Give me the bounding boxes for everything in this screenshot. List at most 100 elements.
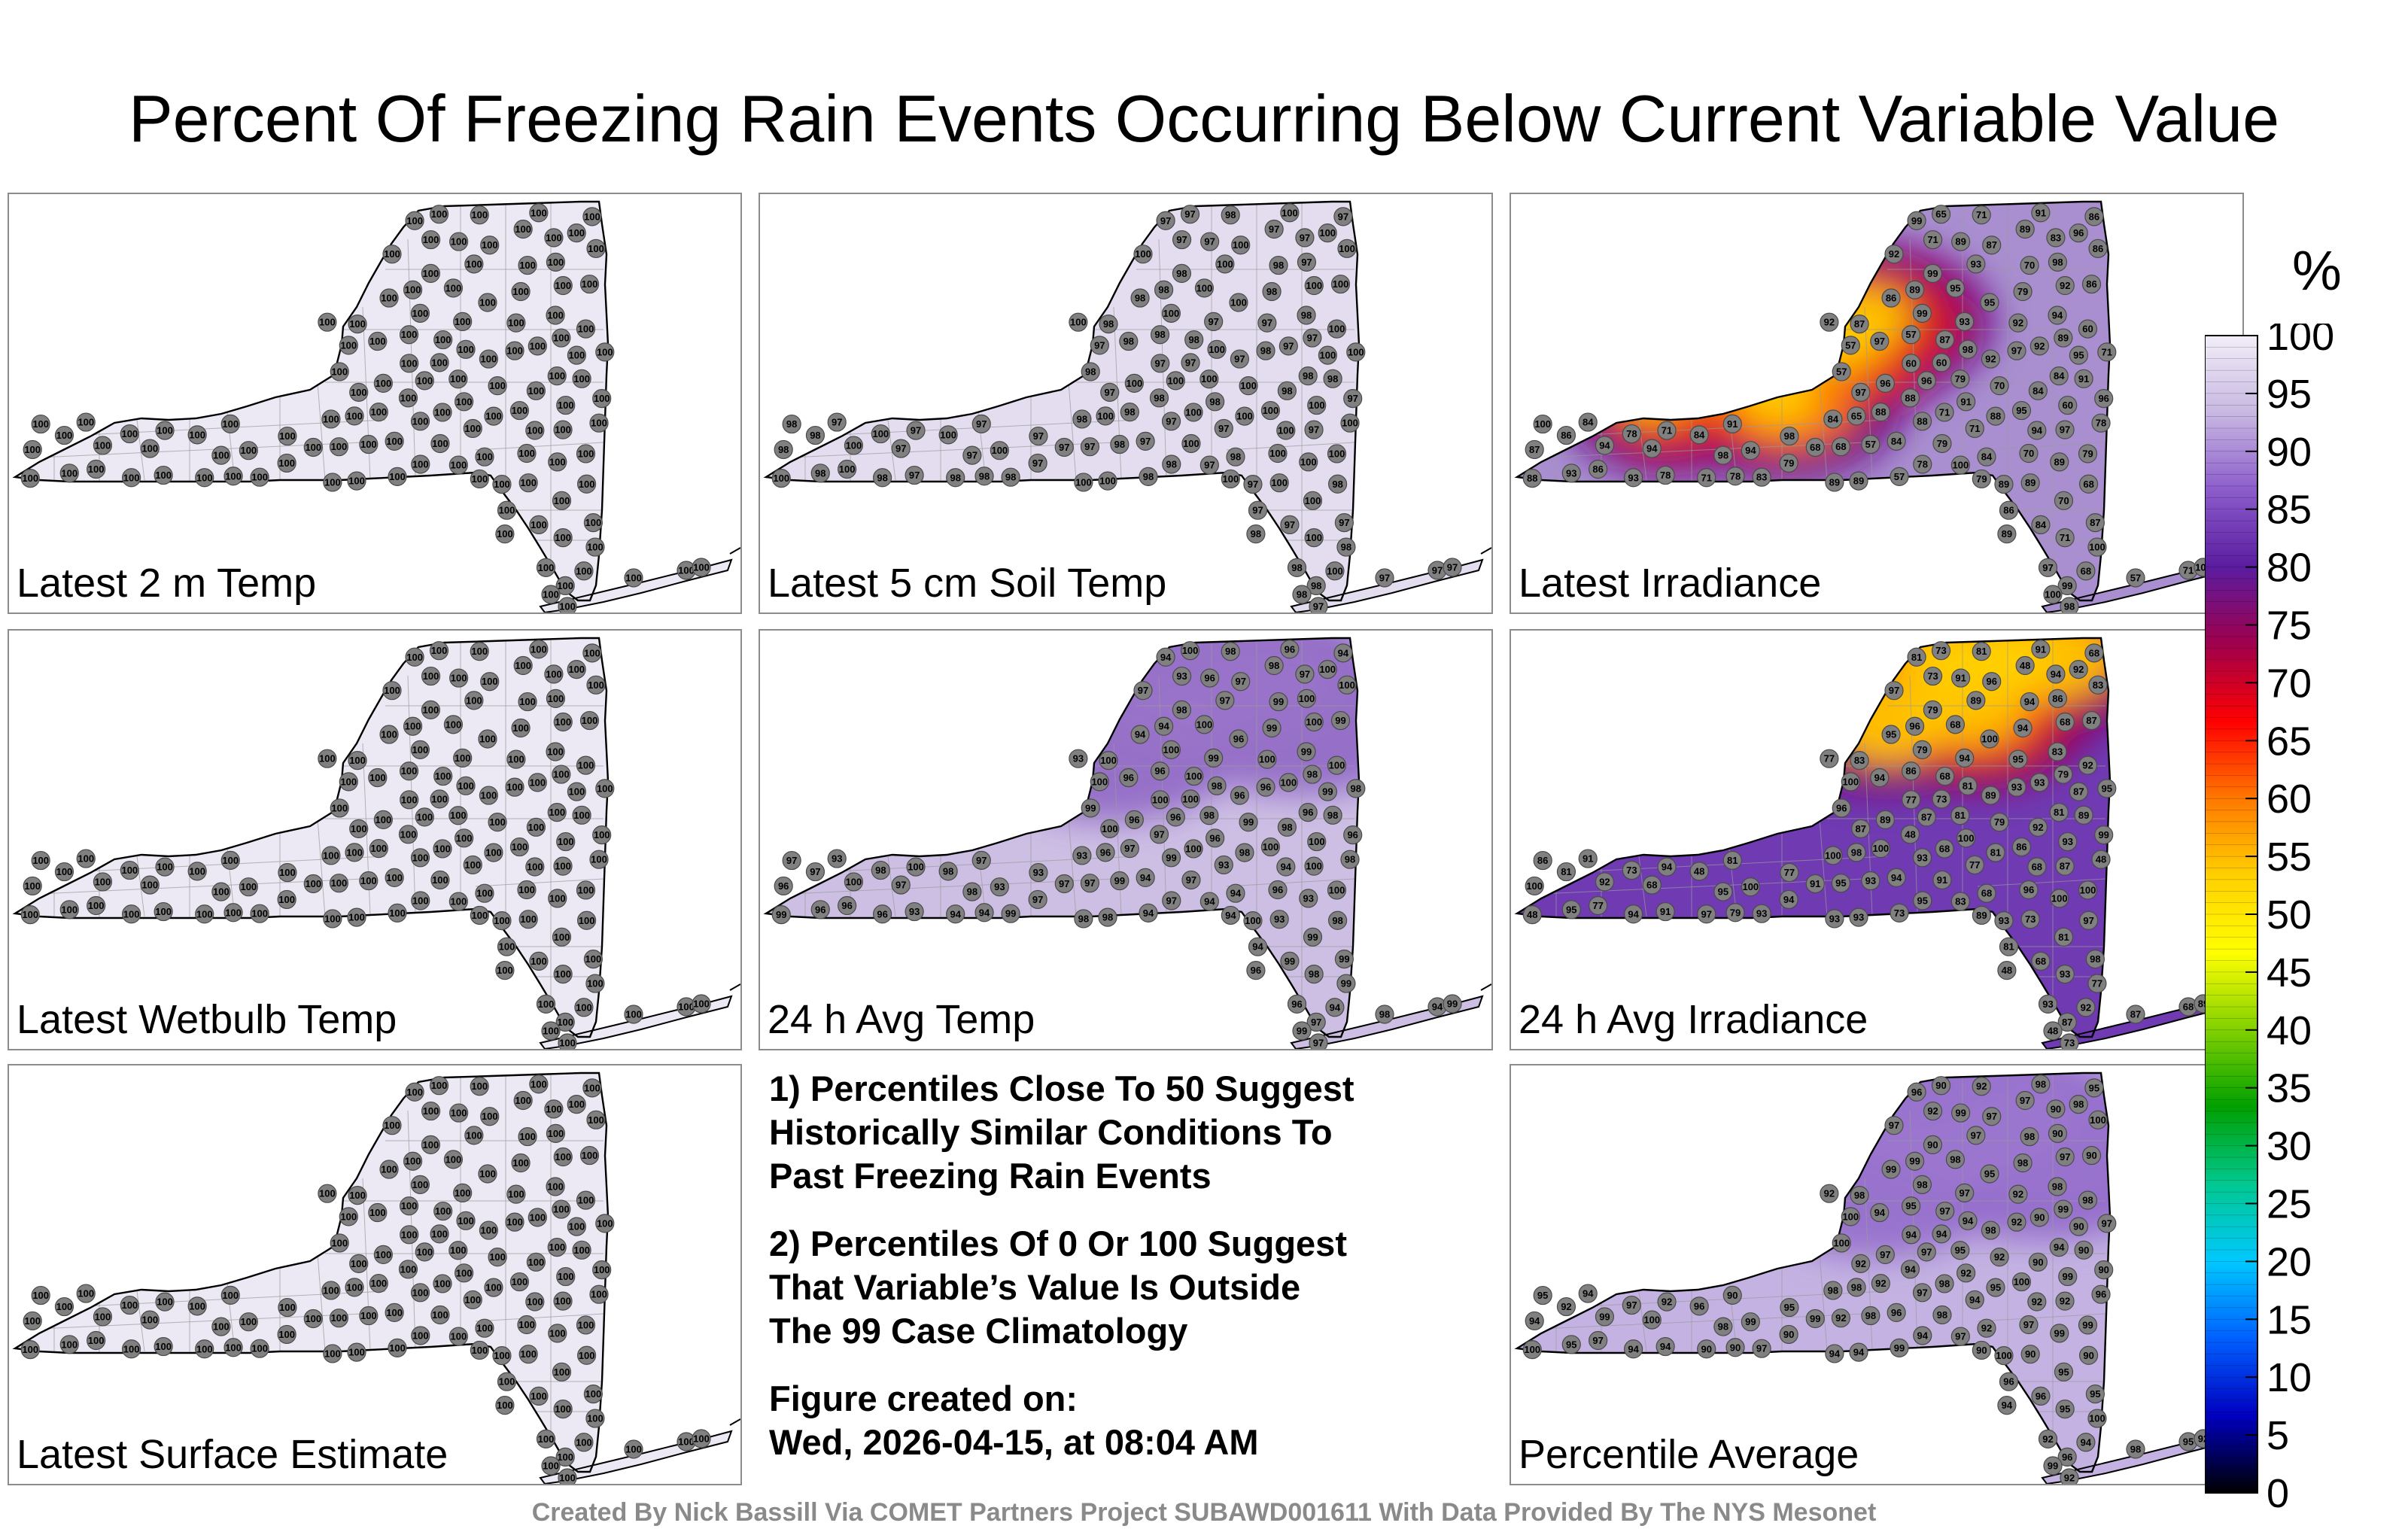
station-value: 100 — [2089, 1413, 2105, 1424]
station-dot — [1990, 376, 2009, 396]
station-dot — [1912, 740, 1932, 759]
station-marker: 100 — [544, 228, 564, 248]
station-marker: 100 — [547, 1238, 567, 1257]
station-value: 98 — [943, 865, 953, 877]
station-marker: 100 — [448, 892, 468, 911]
station-value: 94 — [1529, 1315, 1540, 1327]
station-marker: 97 — [2055, 1147, 2075, 1167]
station-marker: 100 — [553, 1399, 573, 1419]
station-value: 100 — [519, 696, 536, 707]
station-marker: 100 — [239, 441, 258, 460]
station-dot — [1900, 388, 1920, 408]
station-dot — [429, 1076, 449, 1096]
station-value: 91 — [1937, 874, 1947, 886]
station-dot — [1980, 293, 1999, 312]
station-marker: 100 — [278, 426, 297, 446]
station-value: 94 — [1330, 1002, 1341, 1013]
station-value: 96 — [1986, 676, 1996, 687]
station-marker: 97 — [827, 412, 847, 432]
station-value: 100 — [497, 965, 513, 976]
station-dot — [1981, 1220, 2001, 1240]
station-value: 94 — [1874, 772, 1886, 783]
station-value: 93 — [1566, 467, 1576, 479]
station-dot — [586, 1110, 606, 1129]
station-dot — [1945, 1150, 1966, 1169]
station-marker: 95 — [2008, 749, 2028, 769]
station-dot — [495, 961, 515, 980]
station-value: 98 — [2090, 953, 2100, 965]
station-marker: 100 — [31, 1285, 50, 1306]
station-value: 94 — [1583, 1288, 1594, 1299]
station-dot — [93, 872, 113, 892]
station-value: 100 — [340, 339, 357, 351]
station-dot — [1965, 855, 1984, 875]
station-marker: 97 — [1172, 229, 1192, 250]
station-value: 73 — [2064, 1038, 2075, 1049]
station-marker: 100 — [595, 342, 615, 362]
station-marker: 65 — [1847, 406, 1866, 426]
station-marker: 96 — [810, 900, 830, 919]
station-marker: 100 — [526, 817, 546, 837]
station-dot — [529, 203, 549, 223]
station-dot — [1280, 515, 1300, 535]
station-value: 100 — [451, 673, 467, 684]
station-value: 96 — [877, 908, 887, 919]
station-value: 95 — [1784, 1302, 1795, 1313]
station-marker: 97 — [1156, 211, 1175, 230]
station-marker: 97 — [1264, 219, 1284, 239]
station-marker: 99 — [1161, 848, 1181, 868]
station-dot — [1578, 412, 1598, 432]
station-value: 100 — [1230, 296, 1247, 308]
station-value: 93 — [1917, 852, 1927, 863]
station-value: 100 — [588, 243, 604, 254]
station-marker: 100 — [2087, 1409, 2107, 1428]
station-dot — [771, 905, 791, 925]
station-marker: 94 — [1932, 1224, 1951, 1244]
station-marker: 99 — [1334, 950, 1354, 969]
station-dot — [990, 441, 1009, 460]
station-marker: 100 — [1239, 376, 1258, 396]
station-marker: 100 — [1307, 395, 1327, 415]
station-value: 100 — [585, 1388, 602, 1400]
station-value: 94 — [1252, 941, 1263, 953]
station-marker: 94 — [946, 904, 965, 924]
station-marker: 100 — [211, 1317, 231, 1336]
station-dot — [1912, 848, 1932, 868]
station-marker: 100 — [555, 1012, 575, 1032]
station-value: 98 — [1103, 318, 1114, 330]
station-value: 94 — [1936, 1228, 1947, 1239]
station-marker: 100 — [676, 1432, 696, 1451]
station-marker: 100 — [430, 870, 450, 890]
station-value: 94 — [950, 908, 961, 919]
station-value: 100 — [940, 429, 956, 440]
station-value: 98 — [1854, 1190, 1865, 1201]
station-value: 87 — [1854, 318, 1865, 330]
station-marker: 95 — [2011, 400, 2032, 421]
station-value: 100 — [464, 423, 481, 434]
station-dot — [576, 910, 597, 930]
station-dot — [140, 875, 160, 895]
station-dot — [1849, 471, 1868, 491]
station-value: 100 — [369, 336, 386, 347]
station-dot — [1299, 452, 1318, 472]
station-dot — [505, 1212, 524, 1232]
station-value: 97 — [1204, 236, 1215, 248]
station-dot — [278, 426, 297, 446]
station-dot — [592, 825, 612, 845]
station-marker: 97 — [1333, 207, 1353, 226]
station-marker: 100 — [456, 1211, 476, 1230]
station-marker: 100 — [582, 1078, 602, 1098]
station-marker: 79 — [2078, 444, 2098, 464]
station-marker: 78 — [1913, 454, 1932, 474]
station-dot — [155, 857, 175, 877]
station-marker: 100 — [555, 1447, 575, 1467]
station-dot — [1307, 395, 1327, 415]
station-marker: 86 — [1589, 459, 1608, 479]
station-marker: 95 — [1945, 278, 1966, 298]
station-value: 97 — [1166, 895, 1177, 906]
station-value: 100 — [1233, 239, 1249, 251]
station-dot — [1309, 1033, 1328, 1049]
station-marker: 86 — [2081, 274, 2102, 294]
station-value: 81 — [2003, 941, 2014, 953]
station-value: 78 — [1626, 428, 1637, 439]
